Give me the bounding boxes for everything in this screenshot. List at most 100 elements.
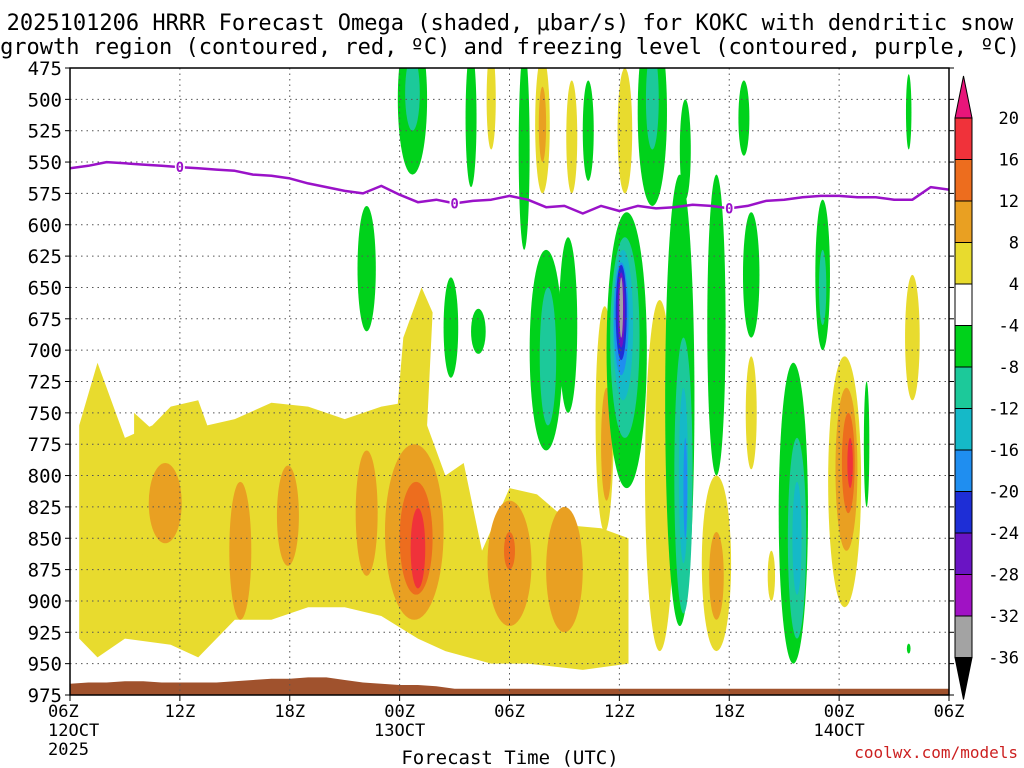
credit-text: coolwx.com/models [854, 743, 1018, 762]
omega-cell-26 [566, 80, 578, 194]
omega-cell-44 [539, 287, 557, 426]
omega-cell-28 [745, 356, 757, 470]
omega-cell-27 [617, 68, 633, 194]
terrain-fill [70, 677, 949, 695]
y-tick-label-525: 525 [28, 121, 62, 143]
omega-cell-6 [355, 450, 378, 576]
colorbar-label-5: -4 [999, 317, 1019, 337]
y-tick-label-575: 575 [28, 183, 62, 205]
colorbar-swatch-11 [954, 532, 973, 575]
omega-cell-25 [486, 68, 496, 150]
colorbar-swatch-1 [954, 117, 973, 160]
x-tick-label-12: 18Z [274, 702, 305, 722]
y-axis-ticks: 475 500 525 550 575 600 625 650 675 700 725 750 775 8… [28, 58, 954, 707]
y-tick-label-500: 500 [28, 89, 62, 111]
x-tick-label-30: 12Z [604, 702, 635, 722]
omega-cell-52 [619, 277, 624, 338]
omega-cell-56 [683, 437, 688, 539]
colorbar-bottom-triangle [954, 657, 973, 700]
omega-cell-32 [465, 68, 477, 188]
colorbar-swatch-8 [954, 408, 973, 451]
omega-cell-65 [906, 643, 911, 654]
omega-cell-33 [518, 68, 530, 250]
colorbar-swatch-12 [954, 574, 973, 617]
freezing-level-label-2: 0 [725, 201, 733, 217]
chart-title-line-1: 2025101206 HRRR Forecast Omega (shaded, … [7, 11, 1014, 36]
y-tick-label-700: 700 [28, 340, 62, 362]
x-tick-label-42: 00Z [824, 702, 855, 722]
omega-cell-5 [276, 465, 299, 566]
omega-cell-24 [538, 86, 547, 163]
freezing-level-label-bg-1 [449, 195, 460, 210]
y-tick-label-850: 850 [28, 528, 62, 550]
freezing-level-contour: 0 0 0 [70, 159, 949, 217]
omega-cell-40 [357, 205, 376, 332]
omega-cell-45 [558, 237, 578, 413]
omega-cell-58 [742, 212, 760, 338]
freezing-level-label-1: 0 [450, 196, 458, 212]
freezing-level-line [70, 160, 949, 215]
omega-cell-57 [707, 174, 726, 476]
colorbar-swatch-7 [954, 366, 973, 409]
colorbar-swatch-6 [954, 325, 973, 368]
y-tick-label-975: 975 [28, 685, 62, 707]
colorbar-label-8: -16 [988, 441, 1019, 461]
omega-cell-31 [405, 68, 420, 131]
y-tick-label-875: 875 [28, 560, 62, 582]
x-tick-date-0: 12OCT [48, 721, 99, 741]
omega-cell-9 [410, 508, 426, 589]
colorbar-label-7: -12 [988, 400, 1019, 420]
y-tick-label-950: 950 [28, 654, 62, 676]
chart-title-line-2: growth region (contoured, red, ºC) and f… [0, 35, 1020, 60]
colorbar-label-3: 8 [1009, 234, 1019, 254]
omega-cell-41 [443, 277, 459, 378]
omega-cell-22 [905, 274, 920, 401]
x-tick-date-18: 13OCT [374, 721, 425, 741]
omega-cell-21 [847, 437, 853, 489]
y-tick-label-550: 550 [28, 152, 62, 174]
omega-cell-29 [767, 550, 776, 601]
y-tick-label-600: 600 [28, 215, 62, 237]
colorbar-label-12: -32 [988, 607, 1019, 627]
colorbar-top-triangle [954, 75, 973, 119]
colorbar-swatch-9 [954, 449, 973, 492]
colorbar-label-1: 16 [999, 151, 1019, 171]
x-tick-date-42: 14OCT [814, 721, 865, 741]
x-axis-label: Forecast Time (UTC) [401, 747, 618, 768]
y-tick-label-750: 750 [28, 403, 62, 425]
x-tick-year-0: 2025 [48, 740, 89, 760]
y-tick-label-650: 650 [28, 277, 62, 299]
omega-cell-17 [709, 531, 724, 620]
terrain-layer [70, 677, 949, 695]
colorbar-swatch-4 [954, 242, 973, 285]
x-tick-label-48: 06Z [934, 702, 965, 722]
y-tick-label-625: 625 [28, 246, 62, 268]
colorbar-label-9: -20 [988, 483, 1019, 503]
omega-cell-37 [679, 99, 691, 200]
omega-shading [79, 68, 920, 670]
colorbar-swatch-5 [954, 283, 973, 326]
y-tick-label-900: 900 [28, 591, 62, 613]
colorbar-label-2: 12 [999, 192, 1019, 212]
colorbar-label-4: 4 [1009, 275, 1019, 295]
y-tick-label-825: 825 [28, 497, 62, 519]
x-tick-label-0: 06Z [48, 702, 79, 722]
y-tick-label-925: 925 [28, 622, 62, 644]
omega-cell-63 [818, 249, 827, 326]
omega-cell-36 [645, 68, 659, 150]
y-tick-label-475: 475 [28, 58, 62, 80]
x-tick-label-6: 12Z [165, 702, 196, 722]
colorbar-swatch-10 [954, 491, 973, 534]
omega-cell-42 [471, 308, 486, 354]
y-tick-label-725: 725 [28, 372, 62, 394]
omega-cell-4 [229, 481, 252, 620]
x-tick-label-18: 00Z [384, 702, 415, 722]
colorbar-swatch-3 [954, 200, 973, 243]
omega-colorbar: 20 16 12 8 4 -4 -8 -12 -16 -20 -24 -28 -32 -36 [954, 75, 1019, 700]
colorbar-label-10: -24 [988, 524, 1019, 544]
omega-cell-11 [504, 531, 515, 570]
x-tick-label-24: 06Z [494, 702, 525, 722]
y-tick-label-675: 675 [28, 309, 62, 331]
